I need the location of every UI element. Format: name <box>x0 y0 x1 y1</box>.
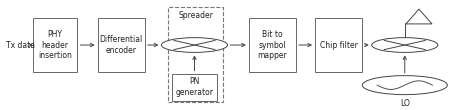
FancyBboxPatch shape <box>33 18 77 72</box>
FancyBboxPatch shape <box>172 73 217 101</box>
Text: Differential
encoder: Differential encoder <box>100 35 143 55</box>
Text: Spreader: Spreader <box>178 11 213 20</box>
FancyBboxPatch shape <box>315 18 362 72</box>
Circle shape <box>372 38 438 52</box>
FancyBboxPatch shape <box>98 18 145 72</box>
Circle shape <box>362 76 447 95</box>
Text: LO: LO <box>400 99 410 108</box>
Text: PHY
header
insertion: PHY header insertion <box>38 30 72 60</box>
FancyBboxPatch shape <box>249 18 296 72</box>
Circle shape <box>161 38 228 52</box>
Text: Bit to
symbol
mapper: Bit to symbol mapper <box>257 30 287 60</box>
Text: Chip filter: Chip filter <box>319 40 357 50</box>
Text: Tx data: Tx data <box>6 40 36 50</box>
Text: PN
generator: PN generator <box>175 77 213 97</box>
Polygon shape <box>406 9 432 24</box>
